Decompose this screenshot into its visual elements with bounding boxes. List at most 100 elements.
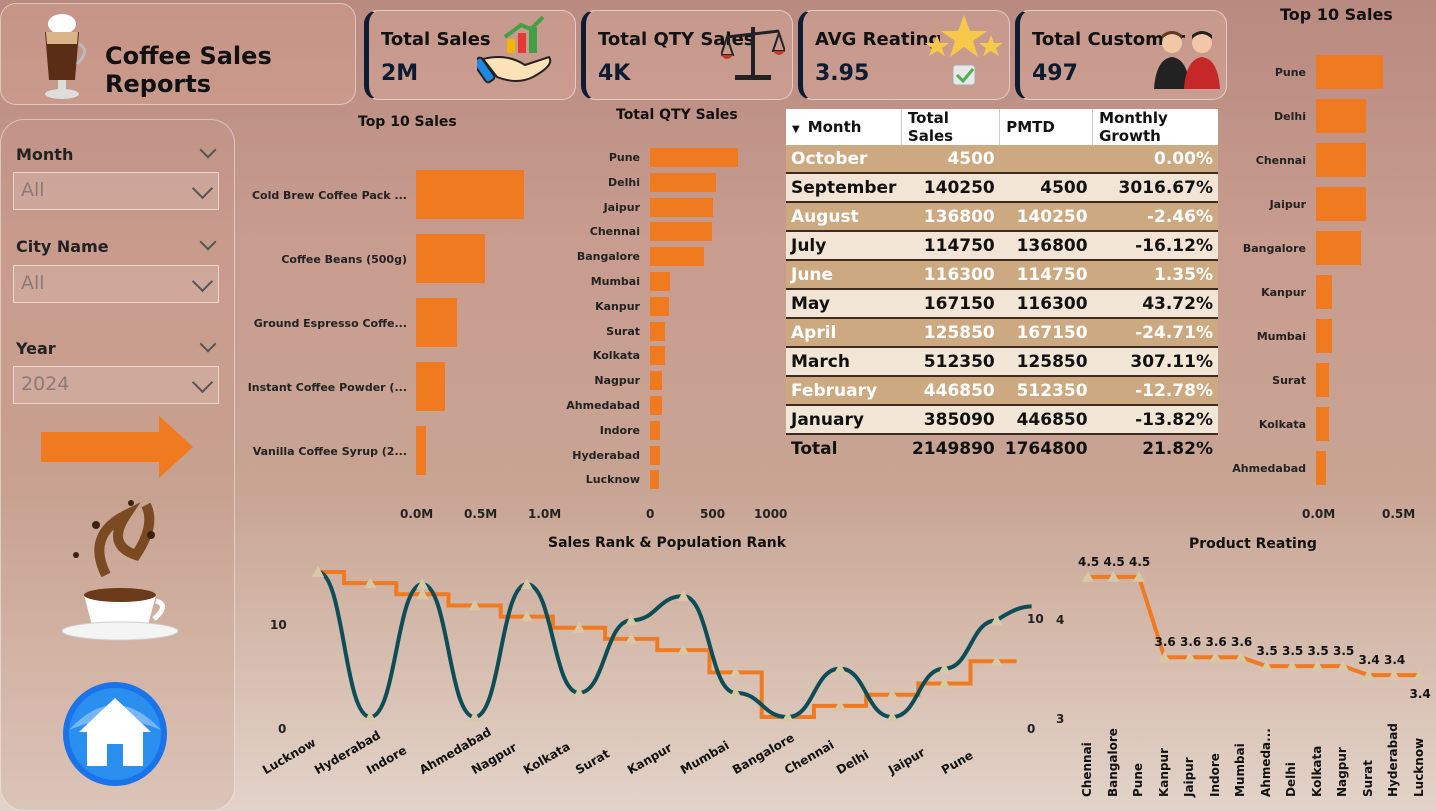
table-cell: 446850 xyxy=(999,405,1093,435)
x-axis-label: Ahmeda... xyxy=(1258,728,1273,797)
arrow-right-icon[interactable] xyxy=(41,416,193,478)
table-cell: 116300 xyxy=(901,260,1000,290)
table-cell: 385090 xyxy=(901,405,1000,435)
rating-data-label: 3.6 xyxy=(1154,635,1176,650)
bar-label: Coffee Beans (500g) xyxy=(281,253,407,266)
city-value: All xyxy=(21,272,45,294)
sales-rank-marker xyxy=(938,677,951,689)
rating-marker xyxy=(1209,651,1222,663)
bar xyxy=(650,296,669,316)
table-cell: 43.72% xyxy=(1092,289,1218,319)
bar xyxy=(650,470,659,490)
stars-icon xyxy=(925,15,1003,86)
axis-tick-label: 0 xyxy=(646,507,655,521)
bar-label: Ground Espresso Coffe... xyxy=(253,317,407,330)
table-cell: 446850 xyxy=(901,376,1000,406)
rating-marker xyxy=(1107,570,1120,582)
year-dropdown[interactable]: 2024 xyxy=(13,366,219,404)
rating-data-label: 3.6 xyxy=(1180,635,1202,650)
sort-desc-icon[interactable]: ▼ xyxy=(792,124,800,135)
bar xyxy=(650,272,670,291)
bar xyxy=(650,321,666,341)
bar-label: Pune xyxy=(608,151,640,164)
bar xyxy=(416,426,427,475)
y-axis-tick: 10 xyxy=(270,618,287,632)
population-rank-marker xyxy=(625,614,638,626)
month-value: All xyxy=(21,179,45,201)
axis-tick-label: 1000 xyxy=(754,507,788,521)
bar-label: Cold Brew Coffee Pack ... xyxy=(251,189,407,202)
population-rank-marker xyxy=(416,578,429,590)
y-axis-tick: 10 xyxy=(1027,612,1044,626)
sales-rank-marker xyxy=(886,688,899,700)
axis-tick-label: 0.0M xyxy=(1302,507,1336,521)
bar-label: Jaipur xyxy=(1269,198,1306,211)
table-cell: 116300 xyxy=(999,289,1093,319)
table-row: June 116300 114750 1.35% xyxy=(786,260,1218,290)
month-dropdown[interactable]: All xyxy=(13,172,219,210)
rating-marker xyxy=(1158,651,1171,663)
bar-label: Bangalore xyxy=(1242,242,1306,255)
city-filter-label: City Name xyxy=(16,237,109,256)
kpi-total-qty: Total QTY Sales 4K xyxy=(581,10,793,100)
x-axis-label: Delhi xyxy=(1284,762,1298,797)
kpi-label: Total QTY Sales xyxy=(598,29,755,50)
filter-panel: Month All City Name All Year 2024 xyxy=(0,119,235,811)
table-row: May 167150 116300 43.72% xyxy=(786,289,1218,319)
population-rank-marker xyxy=(364,711,377,722)
table-total-cell: 21.82% xyxy=(1142,438,1213,459)
population-rank-marker xyxy=(573,686,585,698)
table-cell: 114750 xyxy=(901,231,1000,261)
column-header-monthly-growth[interactable]: Monthly Growth xyxy=(1092,109,1218,145)
kpi-label: AVG Reating xyxy=(815,29,942,50)
bar xyxy=(1316,187,1366,221)
column-header-month[interactable]: ▼ Month xyxy=(786,109,902,145)
bar xyxy=(650,247,704,267)
sales-rank-marker xyxy=(364,577,377,589)
rating-data-label: 3.6 xyxy=(1231,635,1253,650)
bar-label: Ahmedabad xyxy=(1232,462,1306,475)
home-button[interactable] xyxy=(61,680,169,788)
rating-marker xyxy=(1286,660,1298,672)
year-filter-label: Year xyxy=(16,339,56,358)
rating-marker xyxy=(1260,660,1273,672)
sales-rank-marker xyxy=(834,699,846,711)
table-cell: 136800 xyxy=(901,202,1000,232)
x-axis-label: Pune xyxy=(1131,762,1145,797)
sales-rank-marker xyxy=(677,644,690,656)
bar xyxy=(1316,407,1329,441)
table-cell: 1.35% xyxy=(1092,260,1218,290)
kpi-total-sales: Total Sales 2M xyxy=(364,10,576,100)
rating-line xyxy=(1088,574,1420,678)
kpi-value: 4K xyxy=(598,61,631,86)
bar xyxy=(416,362,446,411)
table-cell: 140250 xyxy=(999,202,1093,232)
sales-rank-marker xyxy=(625,632,638,644)
bar xyxy=(1316,319,1332,353)
table-cell: 307.11% xyxy=(1092,347,1218,377)
table-cell: April xyxy=(786,318,902,348)
bar xyxy=(1316,363,1329,397)
column-header-total-sales[interactable]: Total Sales xyxy=(900,109,1000,145)
y-axis-tick: 0 xyxy=(1027,722,1036,736)
table-cell xyxy=(999,145,1093,174)
population-rank-marker xyxy=(468,711,481,722)
coffee-glass-icon xyxy=(45,14,86,99)
table-cell: September xyxy=(786,173,902,203)
rating-data-label: 3.4 xyxy=(1409,687,1431,702)
column-header-pmtd[interactable]: PMTD xyxy=(999,109,1093,145)
table-row: August 136800 140250 -2.46% xyxy=(786,202,1218,232)
bar-label: Lucknow xyxy=(585,473,640,487)
table-total-cell: Total xyxy=(791,438,838,459)
x-axis-label: Bangalore xyxy=(1105,728,1120,797)
rating-marker xyxy=(1311,660,1324,672)
table-cell: 125850 xyxy=(999,347,1093,377)
table-row: October 4500 0.00% xyxy=(786,145,1218,174)
city-dropdown[interactable]: All xyxy=(13,265,219,303)
axis-tick-label: 500 xyxy=(700,507,726,521)
rating-data-label: 4.5 xyxy=(1103,554,1125,569)
x-axis-label: Jaipur xyxy=(1182,757,1196,797)
table-cell: July xyxy=(786,231,902,261)
rating-data-label: 4.5 xyxy=(1078,554,1100,569)
table-cell: 4500 xyxy=(901,145,1000,174)
